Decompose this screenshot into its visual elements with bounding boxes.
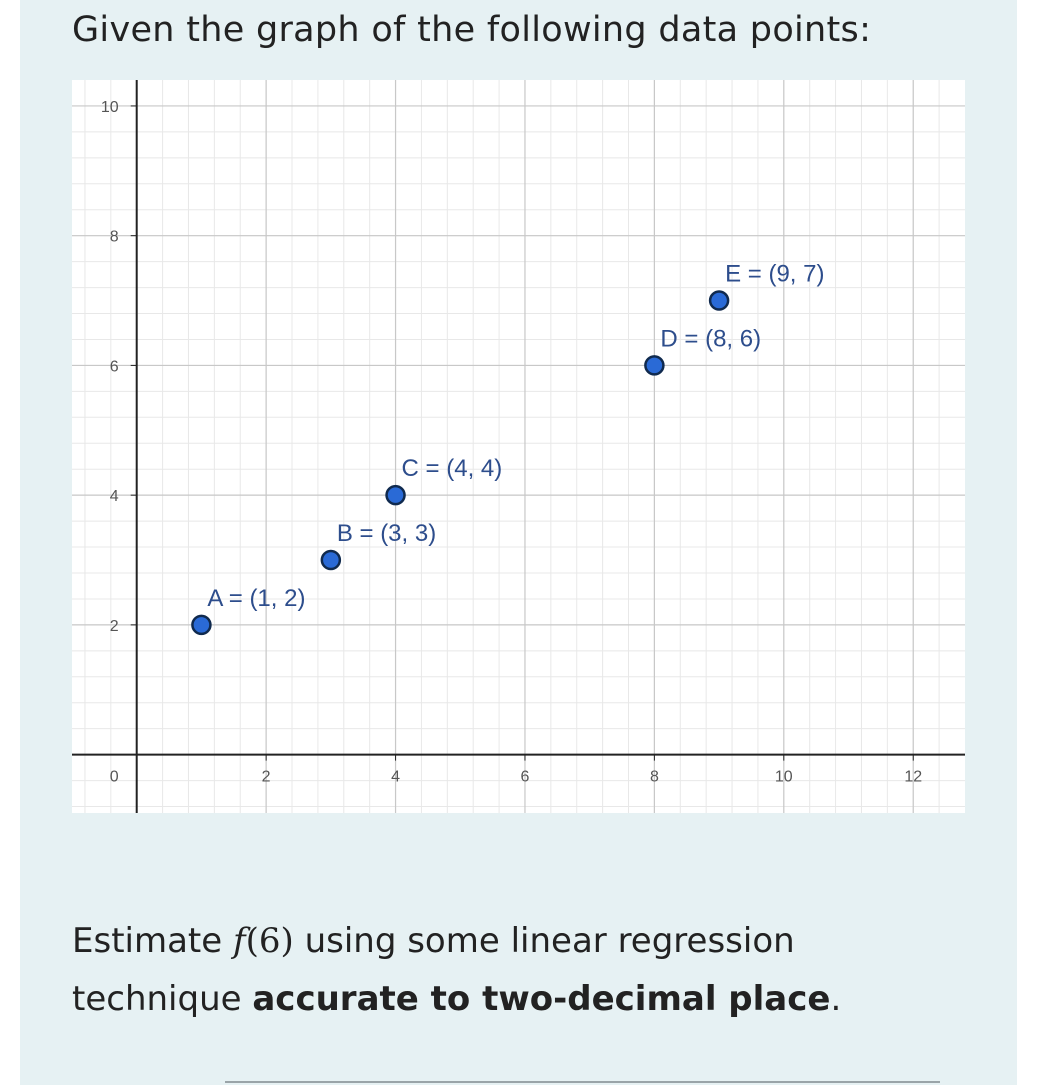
data-point-c (385, 484, 406, 506)
data-point-b (320, 549, 342, 571)
data-point-d (644, 355, 665, 376)
chart-background (72, 80, 965, 813)
data-point-e (708, 290, 730, 311)
point-label-c: C = (4, 4) (402, 455, 503, 482)
function-expression: f(6) (233, 921, 294, 961)
data-point-a (191, 614, 212, 636)
y-tick-label: 10 (101, 99, 119, 116)
x-tick-label: 2 (262, 769, 271, 786)
point-label-a: A = (1, 2) (207, 585, 305, 612)
question-emphasis: accurate to two-decimal place (252, 979, 831, 1019)
x-tick-label: 8 (650, 769, 659, 786)
point-label-e: E = (9, 7) (725, 261, 824, 288)
y-tick-label: 4 (110, 488, 119, 505)
function-name: f (233, 921, 246, 961)
y-tick-label: 6 (110, 358, 119, 375)
question-line1-end: using some linear regression (293, 921, 795, 961)
x-tick-label: 10 (775, 769, 793, 786)
y-tick-label: 2 (110, 618, 119, 635)
answer-underline (225, 1081, 940, 1083)
x-tick-label: 4 (391, 769, 400, 786)
question-heading: Given the graph of the following data po… (72, 10, 872, 50)
function-close-paren: ) (280, 921, 294, 961)
y-tick-label: 8 (110, 229, 119, 246)
x-tick-label: 12 (904, 769, 922, 786)
question-line2-start: technique (72, 979, 253, 1019)
question-line2-end: . (830, 979, 842, 1019)
point-label-d: D = (8, 6) (660, 325, 761, 352)
question-text: Estimate f(6) using some linear regressi… (72, 912, 972, 1028)
origin-label: 0 (110, 769, 119, 786)
scatter-chart: 2 4 6 8 10 12 2 4 6 8 10 0 A = (1, 2) B = (3, 3) C = … (72, 80, 965, 813)
function-argument: 6 (258, 921, 281, 961)
function-open-paren: ( (245, 921, 259, 961)
x-tick-label: 6 (521, 769, 530, 786)
question-line1-start: Estimate (72, 921, 233, 961)
point-label-b: B = (3, 3) (337, 520, 436, 547)
